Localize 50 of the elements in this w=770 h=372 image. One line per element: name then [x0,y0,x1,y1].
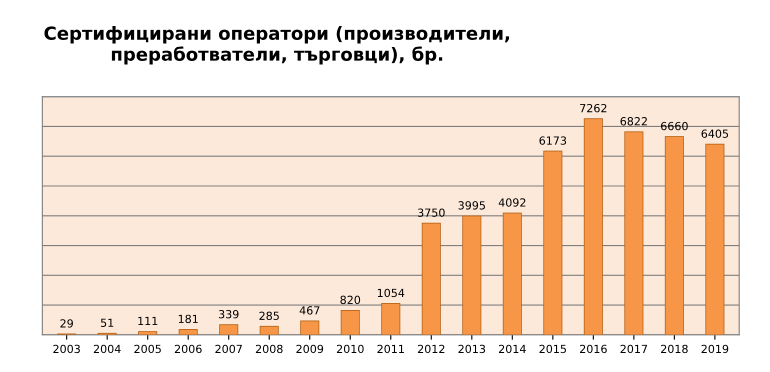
data-label: 7262 [580,104,606,112]
x-tick-label: 2011 [377,344,404,354]
data-label: 51 [100,318,114,327]
x-tick-label: 2005 [134,344,161,354]
bar [584,118,603,335]
x-tick-label: 2010 [336,344,364,354]
bar [664,136,684,335]
bar [178,328,198,335]
bar [381,303,400,335]
x-tick-label: 2006 [174,344,202,354]
data-label: 339 [218,310,239,318]
data-label: 6405 [702,129,728,138]
bar [543,150,562,335]
data-label: 285 [259,312,279,320]
x-tick-label: 2003 [53,344,80,354]
data-label: 467 [300,306,320,315]
bar [705,144,724,335]
x-tick-label: 2015 [540,344,566,354]
data-label: 6173 [539,136,566,145]
data-label: 1054 [378,288,404,298]
data-label: 111 [138,316,158,326]
chart-title: Сертифицирани оператори (производители, преработватели, търговци), бр. [44,26,510,64]
x-tick-label: 2019 [702,344,728,354]
bar [422,222,441,335]
x-tick-label: 2014 [498,344,526,354]
bar [624,131,644,335]
data-label: 3995 [458,201,485,210]
data-label: 29 [60,319,73,328]
data-label: 3750 [418,208,445,217]
bar [138,331,158,335]
bar [260,326,279,335]
x-tick-label: 2012 [418,344,444,354]
x-tick-label: 2017 [620,344,648,354]
x-tick-label: 2016 [580,344,607,354]
x-tick-label: 2004 [94,344,121,354]
x-tick-label: 2007 [215,344,242,354]
data-label: 6822 [620,117,647,126]
bar [219,324,238,335]
x-tick-label: 2013 [458,344,486,354]
bar [502,212,522,335]
x-tick-label: 2008 [256,344,283,354]
x-tick-label: 2009 [296,344,324,354]
bar [340,310,360,335]
data-label: 181 [178,314,198,324]
x-tick-label: 2018 [661,344,688,354]
data-label: 820 [340,296,360,304]
bar [300,320,320,335]
data-label: 6660 [661,122,688,130]
bar [462,215,482,335]
data-label: 4092 [498,198,526,207]
